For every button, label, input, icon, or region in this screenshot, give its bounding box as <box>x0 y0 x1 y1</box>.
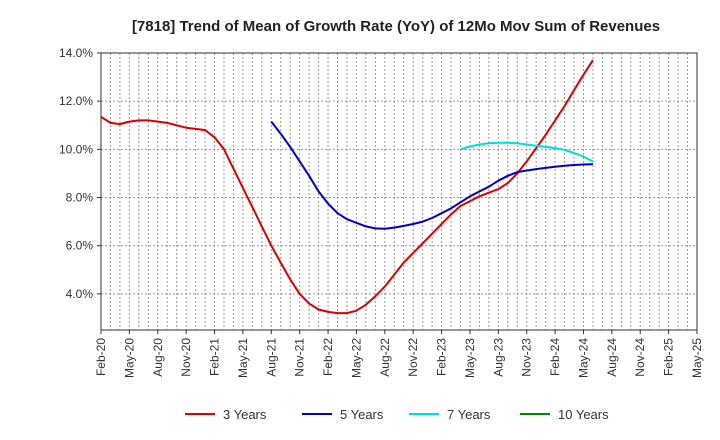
grid <box>101 52 697 330</box>
x-tick-label: Aug-23 <box>491 338 505 377</box>
series-line-3-years <box>100 59 594 315</box>
y-tick-label: 14.0% <box>59 46 93 60</box>
y-tick-label: 8.0% <box>66 191 94 205</box>
x-tick-label: May-24 <box>576 338 590 378</box>
y-tick-label: 6.0% <box>66 239 94 253</box>
x-tick-label: Aug-24 <box>605 338 619 377</box>
legend-label: 3 Years <box>223 407 267 422</box>
x-tick-label: Nov-24 <box>633 338 647 377</box>
series-lines <box>100 59 594 315</box>
x-tick-label: May-21 <box>236 338 250 378</box>
x-tick-label: May-20 <box>122 338 136 378</box>
x-tick-label: Feb-23 <box>435 338 449 376</box>
chart-title: [7818] Trend of Mean of Growth Rate (YoY… <box>132 18 660 35</box>
legend-label: 7 Years <box>447 407 491 422</box>
x-tick-label: May-25 <box>690 338 704 378</box>
x-tick-label: Feb-24 <box>548 338 562 376</box>
series-line-5-years <box>270 120 593 230</box>
x-tick-label: Nov-22 <box>406 338 420 377</box>
x-tick-label: Nov-21 <box>293 338 307 377</box>
series-line-7-years <box>460 141 594 163</box>
x-tick-label: Aug-21 <box>264 338 278 377</box>
legend: 3 Years 5 Years 7 Years 10 Years <box>185 407 609 422</box>
x-tick-label: Feb-22 <box>321 338 335 376</box>
x-tick-label: May-23 <box>463 338 477 378</box>
x-tick-label: Aug-22 <box>378 338 392 377</box>
legend-label: 10 Years <box>558 407 609 422</box>
legend-label: 5 Years <box>340 407 384 422</box>
x-tick-label: Aug-20 <box>151 338 165 377</box>
x-tick-label: May-22 <box>349 338 363 378</box>
x-tick-label: Feb-25 <box>662 338 676 376</box>
x-tick-label: Feb-21 <box>208 338 222 376</box>
y-tick-label: 12.0% <box>59 94 93 108</box>
x-tick-label: Nov-20 <box>179 338 193 377</box>
y-tick-label: 4.0% <box>66 287 94 301</box>
x-tick-label: Feb-20 <box>94 338 108 376</box>
y-axis-ticks: 4.0% 6.0% 8.0% 10.0% 12.0% 14.0% <box>59 46 101 301</box>
plot-area-frame <box>100 52 698 331</box>
x-axis-ticks: Feb-20 May-20 Aug-20 Nov-20 Feb-21 May-21 Aug-… <box>94 330 704 378</box>
y-tick-label: 10.0% <box>59 142 93 156</box>
x-tick-label: Nov-23 <box>520 338 534 377</box>
